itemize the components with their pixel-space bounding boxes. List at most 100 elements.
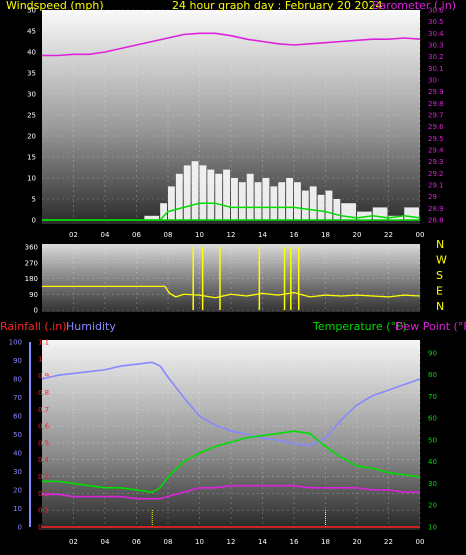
temp-panel-bg: [42, 340, 420, 530]
gust-bar: [388, 215, 404, 220]
right-tick-label: 28.9: [428, 205, 444, 213]
right-tick-label: 29.9: [428, 88, 444, 96]
gust-bar: [160, 203, 167, 220]
rain-tick-label: 0.3: [38, 473, 49, 481]
left-tick-label: 50: [27, 7, 36, 15]
humidity-tick-label: 70: [13, 394, 22, 402]
x-tick-label: 00: [416, 538, 425, 546]
barometer-line: [42, 32, 421, 57]
temp-grid: 010203040506070809010000.10.20.30.40.50.…: [9, 339, 437, 547]
gust-bar: [333, 199, 341, 220]
right-tick-label: 30.2: [428, 53, 444, 61]
temp-tick-label: 90: [428, 349, 437, 357]
right-tick-label: 28.8: [428, 217, 444, 225]
temp-tick-label: 50: [428, 436, 437, 444]
direction-tick-label: 0: [34, 307, 38, 315]
gust-bar: [207, 169, 215, 220]
compass-label: N: [436, 300, 444, 313]
right-tick-label: 30.3: [428, 42, 444, 50]
right-tick-label: 29.5: [428, 135, 444, 143]
compass-label: W: [436, 254, 447, 267]
gust-bar: [246, 173, 254, 220]
direction-tick-label: 270: [25, 259, 38, 267]
rainfall-label: Rainfall (.in): [0, 320, 67, 333]
x-tick-label: 08: [164, 231, 173, 239]
direction-grid: 360 270 180 90 0: [25, 244, 421, 315]
gust-bar: [309, 186, 317, 220]
temp-tick-label: 30: [428, 480, 437, 488]
right-tick-label: 30.5: [428, 18, 444, 26]
x-tick-label: 16: [290, 538, 299, 546]
gust-bar: [325, 190, 333, 220]
humidity-tick-label: 10: [13, 505, 22, 513]
right-tick-label: 29.2: [428, 170, 444, 178]
humidity-line: [41, 361, 421, 447]
gust-bar: [144, 215, 160, 220]
x-tick-label: 18: [321, 538, 330, 546]
x-tick-label: 02: [69, 538, 78, 546]
temp-tick-label: 10: [428, 524, 437, 532]
x-tick-label: 12: [227, 231, 236, 239]
gust-bar: [270, 186, 278, 220]
direction-panel-bg: [42, 244, 420, 312]
x-tick-label: 06: [132, 231, 141, 239]
x-tick-label: 10: [195, 538, 204, 546]
direction-tick-label: 90: [29, 291, 38, 299]
gust-bar: [215, 173, 223, 220]
x-tick-label: 18: [321, 231, 330, 239]
left-tick-label: 30: [27, 91, 36, 99]
right-tick-label: 29: [428, 193, 437, 201]
right-tick-label: 29.1: [428, 182, 444, 190]
gust-bar: [254, 182, 262, 220]
gust-bar: [191, 161, 199, 220]
humidity-tick-label: 20: [13, 487, 22, 495]
compass-label: E: [436, 285, 443, 298]
x-tick-label: 04: [101, 231, 110, 239]
rain-tick-label: 0.1: [38, 507, 49, 515]
left-tick-label: 40: [27, 49, 36, 57]
rain-tick-label: 0.8: [38, 389, 49, 397]
left-tick-label: 15: [27, 154, 36, 162]
direction-tick-label: 180: [25, 275, 38, 283]
gust-bar: [175, 173, 183, 220]
temp-tick-label: 20: [428, 502, 437, 510]
humidity-tick-label: 40: [13, 450, 22, 458]
dew-point-line: [42, 484, 420, 500]
right-tick-label: 29.6: [428, 123, 444, 131]
humidity-tick-label: 60: [13, 413, 22, 421]
gust-bar: [301, 190, 309, 220]
gust-bar: [286, 178, 293, 220]
rain-tick-label: 0.6: [38, 423, 50, 431]
compass-label: S: [436, 269, 443, 282]
humidity-tick-label: 0: [18, 524, 22, 532]
compass-label: N: [436, 238, 444, 251]
gust-bar: [199, 165, 207, 220]
left-tick-label: 20: [27, 133, 36, 141]
x-tick-label: 22: [384, 538, 393, 546]
x-tick-label: 06: [132, 538, 141, 546]
x-tick-label: 12: [227, 538, 236, 546]
right-tick-label: 29.7: [428, 112, 444, 120]
left-tick-label: 45: [27, 28, 36, 36]
temperature-line: [42, 430, 421, 494]
x-tick-label: 10: [195, 231, 204, 239]
x-tick-label: 08: [164, 538, 173, 546]
rain-tick-label: 0.9: [38, 372, 49, 380]
x-tick-label: 14: [258, 538, 267, 546]
right-tick-label: 29.3: [428, 158, 444, 166]
gust-bar: [262, 178, 270, 220]
x-tick-label: 22: [384, 231, 393, 239]
right-tick-label: 30: [428, 77, 437, 85]
left-tick-label: 0: [32, 217, 36, 225]
direction-marks: [42, 247, 421, 310]
temp-tick-label: 80: [428, 371, 437, 379]
gust-bar: [317, 194, 325, 220]
humidity-tick-label: 50: [13, 431, 22, 439]
humidity-tick-label: 30: [13, 468, 22, 476]
wind-grid: 0 5 10 15 20 25 30 35 40 45 50 28.8 28.9 29 29.1 29.2 29…: [27, 7, 444, 240]
direction-tick-label: 360: [25, 244, 38, 252]
temp-marks: [41, 361, 421, 528]
right-tick-label: 29.4: [428, 147, 444, 155]
right-axis-label: Barometer (.in): [372, 0, 456, 12]
